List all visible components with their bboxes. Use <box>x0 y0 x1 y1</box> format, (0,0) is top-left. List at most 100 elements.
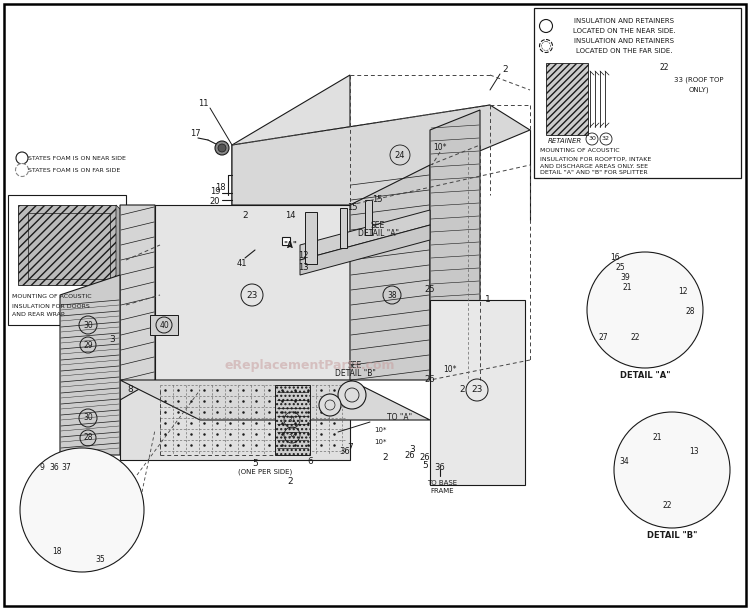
Text: 25: 25 <box>615 264 625 273</box>
Text: AND DISCHARGE AREAS ONLY. SEE: AND DISCHARGE AREAS ONLY. SEE <box>540 163 648 168</box>
Polygon shape <box>300 225 430 275</box>
Text: eReplacementParts.com: eReplacementParts.com <box>225 359 395 371</box>
Text: 3: 3 <box>410 445 415 454</box>
Text: 36: 36 <box>50 464 58 473</box>
Circle shape <box>587 252 703 368</box>
Polygon shape <box>37 515 120 542</box>
Text: 13: 13 <box>298 264 308 273</box>
Text: 31: 31 <box>287 417 296 423</box>
Circle shape <box>20 448 144 572</box>
Polygon shape <box>627 448 662 485</box>
Text: MOUNTING OF ACOUSTIC: MOUNTING OF ACOUSTIC <box>12 295 92 300</box>
Text: 27: 27 <box>598 334 608 342</box>
Polygon shape <box>603 298 625 328</box>
Text: SEE: SEE <box>348 361 362 370</box>
Text: DETAIL "A": DETAIL "A" <box>358 229 398 237</box>
Circle shape <box>319 394 341 416</box>
Bar <box>534 8 741 178</box>
Text: 11: 11 <box>198 98 208 107</box>
Circle shape <box>16 163 28 176</box>
Text: FRAME: FRAME <box>430 488 454 494</box>
Bar <box>282 237 290 245</box>
Text: 10*: 10* <box>374 439 386 445</box>
Text: 30: 30 <box>588 137 596 142</box>
Text: 10*: 10* <box>374 427 386 433</box>
Text: STATES FOAM IS ON FAR SIDE: STATES FOAM IS ON FAR SIDE <box>28 168 120 173</box>
Text: 18: 18 <box>214 184 225 193</box>
Text: 6: 6 <box>308 458 313 467</box>
Text: 22: 22 <box>630 334 640 342</box>
Polygon shape <box>672 448 690 498</box>
Polygon shape <box>37 505 120 532</box>
Text: 17: 17 <box>190 129 200 137</box>
Text: LOCATED ON THE NEAR SIDE.: LOCATED ON THE NEAR SIDE. <box>573 28 675 34</box>
Text: 34: 34 <box>620 458 628 467</box>
Text: 2: 2 <box>382 453 388 462</box>
Text: MOUNTING OF ACOUSTIC: MOUNTING OF ACOUSTIC <box>540 148 620 154</box>
Circle shape <box>539 40 553 52</box>
Text: 41: 41 <box>237 259 248 268</box>
Polygon shape <box>350 165 430 380</box>
Polygon shape <box>603 298 687 332</box>
Text: 25: 25 <box>424 285 435 295</box>
Polygon shape <box>120 380 350 460</box>
Text: DETAIL "A" AND "B" FOR SPLITTER: DETAIL "A" AND "B" FOR SPLITTER <box>540 171 647 176</box>
Text: 24: 24 <box>394 151 405 159</box>
Text: 40: 40 <box>159 320 169 329</box>
Polygon shape <box>275 385 310 455</box>
Circle shape <box>338 381 366 409</box>
Text: 5: 5 <box>422 462 427 470</box>
Text: 12: 12 <box>678 287 688 296</box>
Bar <box>365 200 372 235</box>
Text: 30: 30 <box>83 320 93 329</box>
Text: (ONE PER SIDE): (ONE PER SIDE) <box>238 468 292 475</box>
Text: 8: 8 <box>127 386 133 395</box>
Circle shape <box>539 20 553 32</box>
Text: 22: 22 <box>662 500 672 509</box>
Text: LOCATED ON THE FAR SIDE.: LOCATED ON THE FAR SIDE. <box>576 48 672 54</box>
Text: 29: 29 <box>83 340 93 350</box>
Text: 2: 2 <box>459 386 465 395</box>
Text: "A": "A" <box>283 240 297 249</box>
Polygon shape <box>546 63 588 135</box>
Bar <box>305 212 317 264</box>
Bar <box>8 195 126 325</box>
Circle shape <box>542 41 550 51</box>
Text: 21: 21 <box>622 284 632 293</box>
Text: 30: 30 <box>83 414 93 423</box>
Text: INSULATION FOR ROOFTOP, INTAKE: INSULATION FOR ROOFTOP, INTAKE <box>540 157 651 162</box>
Text: 21: 21 <box>652 434 662 442</box>
Bar <box>340 208 347 248</box>
Polygon shape <box>120 205 155 400</box>
Text: 28: 28 <box>83 434 93 442</box>
Polygon shape <box>120 380 430 420</box>
Text: 18: 18 <box>53 548 62 556</box>
Text: DETAIL "A": DETAIL "A" <box>620 371 670 381</box>
Polygon shape <box>18 205 116 285</box>
Text: TO BASE: TO BASE <box>427 480 457 486</box>
Text: STATES FOAM IS ON NEAR SIDE: STATES FOAM IS ON NEAR SIDE <box>28 156 126 160</box>
Circle shape <box>16 152 28 164</box>
Text: 5: 5 <box>252 459 258 467</box>
Text: 3: 3 <box>110 336 115 345</box>
Text: RETAINER: RETAINER <box>548 138 582 144</box>
Bar <box>150 315 178 335</box>
Text: INSULATION FOR DOORS: INSULATION FOR DOORS <box>12 304 90 309</box>
Text: 15: 15 <box>346 203 357 212</box>
Text: AND REAR WRAP.: AND REAR WRAP. <box>12 312 65 317</box>
Text: INSULATION AND RETAINERS: INSULATION AND RETAINERS <box>574 38 674 44</box>
Text: 1: 1 <box>485 295 490 304</box>
Polygon shape <box>155 205 350 380</box>
Polygon shape <box>430 110 480 380</box>
Text: 13: 13 <box>689 448 699 456</box>
Text: 28: 28 <box>686 307 694 317</box>
Polygon shape <box>232 105 530 205</box>
Text: 14: 14 <box>285 210 296 220</box>
Circle shape <box>218 144 226 152</box>
Polygon shape <box>627 448 714 498</box>
Circle shape <box>215 141 229 155</box>
Text: 26: 26 <box>424 376 435 384</box>
Text: 20: 20 <box>210 196 220 206</box>
Text: 36: 36 <box>435 464 445 473</box>
Text: 7: 7 <box>347 443 352 453</box>
